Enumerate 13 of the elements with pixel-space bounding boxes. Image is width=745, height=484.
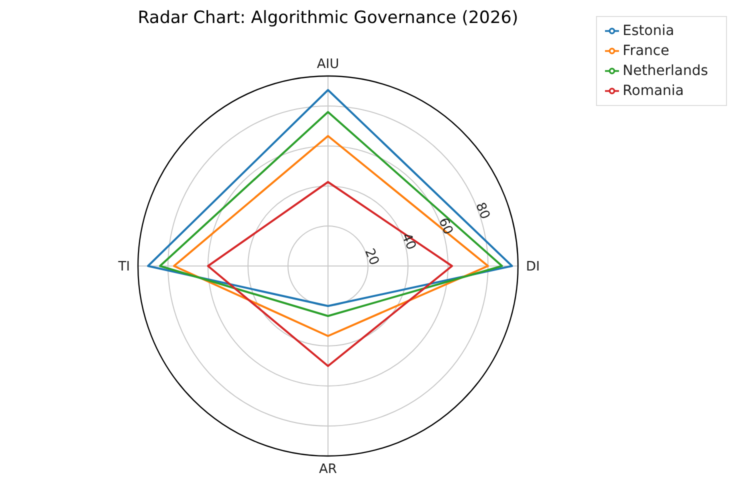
spoke-label: TI bbox=[117, 260, 130, 275]
legend-label: Estonia bbox=[622, 23, 674, 39]
spoke-label: AIU bbox=[316, 57, 340, 72]
legend-label: Netherlands bbox=[622, 63, 708, 79]
legend-label: France bbox=[622, 43, 670, 59]
legend-label: Romania bbox=[622, 83, 684, 99]
spoke-label: DI bbox=[526, 260, 540, 275]
y-tick-label: 40 bbox=[398, 231, 418, 252]
y-tick-label: 80 bbox=[472, 200, 492, 222]
chart-title: Radar Chart: Algorithmic Governance (2026) bbox=[138, 8, 518, 28]
y-tick-label: 20 bbox=[361, 246, 382, 268]
spoke-label: AR bbox=[319, 462, 337, 478]
y-tick-label: 60 bbox=[435, 216, 456, 237]
